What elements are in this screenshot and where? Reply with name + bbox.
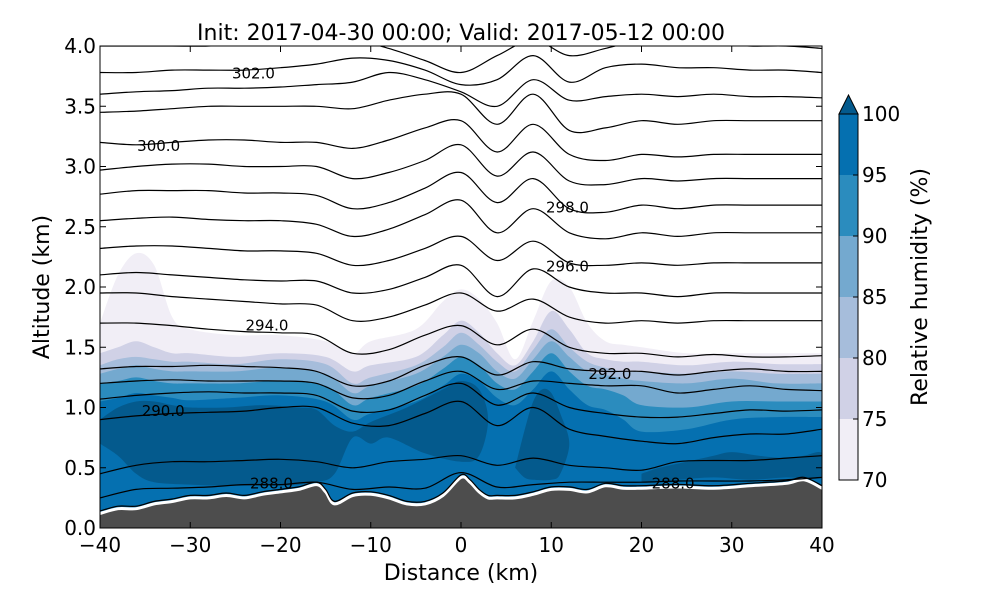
x-tick-label: −40	[79, 533, 121, 557]
isentrope-label: 294.0	[245, 317, 288, 335]
x-tick-label: 10	[539, 533, 564, 557]
colorbar-tick-label: 100	[862, 102, 900, 126]
x-tick-label: −30	[169, 533, 211, 557]
y-tick-label: 0.0	[64, 516, 96, 540]
isentrope-label: 288.0	[250, 474, 293, 492]
colorbar-bin-75	[839, 358, 858, 419]
isentrope-label: 302.0	[232, 65, 275, 83]
isentrope-295	[100, 292, 822, 324]
colorbar-tick-label: 80	[862, 346, 887, 370]
x-tick-label: 0	[455, 533, 468, 557]
terrain-outline	[100, 473, 822, 512]
isentrope-299	[100, 171, 822, 214]
y-tick-label: 2.0	[64, 275, 96, 299]
isentrope-303	[100, 46, 822, 74]
rh-core-3	[641, 452, 822, 483]
colorbar: 70 75 80 85 90 95 100	[838, 93, 900, 492]
x-axis-label: Distance (km)	[384, 561, 539, 586]
colorbar-tick-label: 70	[862, 468, 887, 492]
isentropes	[100, 46, 822, 499]
y-tick-label: 3.0	[64, 155, 96, 179]
terrain-edge	[100, 475, 822, 515]
isentrope-label: 288.0	[652, 474, 695, 492]
isentrope-300	[100, 119, 822, 162]
y-tick-label: 1.0	[64, 396, 96, 420]
x-tick-label: −20	[259, 533, 301, 557]
terrain	[100, 473, 822, 528]
colorbar-tick-label: 90	[862, 224, 887, 248]
isentrope-290	[100, 400, 822, 445]
y-axis: 0.0 0.5 1.0 1.5 2.0 2.5 3.0 3.5 4.0	[64, 34, 822, 540]
x-tick-label: 30	[719, 533, 744, 557]
rh-core-1	[100, 381, 489, 487]
isentrope-291	[100, 382, 822, 419]
colorbar-tick-label: 75	[862, 407, 887, 431]
isentrope-296	[100, 264, 822, 298]
colorbar-label: Relative humidity (%)	[908, 168, 933, 406]
y-axis-label: Altitude (km)	[30, 215, 55, 359]
isentrope-labels: 288.0 288.0 290.0 292.0 294.0 296.0 298.0 300.0…	[137, 65, 695, 493]
isentrope-293	[100, 356, 822, 387]
isentrope-289	[100, 454, 822, 475]
isentrope-299.5	[100, 143, 822, 186]
colorbar-tick-label: 85	[862, 285, 887, 309]
isentrope-label: 292.0	[588, 365, 631, 383]
isentrope-301	[100, 91, 822, 134]
colorbar-bin-70	[839, 419, 858, 480]
x-axis: −40 −30 −20 −10 0 10 20 30 40	[79, 46, 835, 557]
y-tick-label: 4.0	[64, 34, 96, 58]
colorbar-extend-arrow	[838, 93, 859, 115]
isentrope-label: 300.0	[137, 137, 180, 155]
isentrope-label: 290.0	[142, 402, 185, 420]
isentrope-302	[100, 54, 822, 86]
colorbar-bin-90	[839, 175, 858, 236]
y-tick-label: 3.5	[64, 94, 96, 118]
x-tick-label: −10	[350, 533, 392, 557]
isentrope-298	[100, 199, 822, 240]
y-tick-label: 0.5	[64, 456, 96, 480]
colorbar-tick-label: 95	[862, 163, 887, 187]
y-tick-label: 1.5	[64, 335, 96, 359]
chart-title: Init: 2017-04-30 00:00; Valid: 2017-05-1…	[197, 21, 725, 46]
colorbar-bin-95	[839, 114, 858, 175]
isentrope-294	[100, 322, 822, 358]
isentrope-label: 298.0	[546, 198, 589, 216]
isentrope-292	[100, 370, 822, 400]
y-tick-label: 2.5	[64, 215, 96, 239]
x-tick-label: 20	[629, 533, 654, 557]
x-tick-label: 40	[809, 533, 834, 557]
isentrope-288	[100, 471, 822, 499]
isentrope-301.5	[100, 71, 822, 108]
colorbar-bin-80	[839, 297, 858, 358]
colorbar-bin-85	[839, 236, 858, 297]
plot-area	[100, 46, 822, 528]
isentrope-297	[100, 235, 822, 267]
isentrope-label: 296.0	[546, 258, 589, 276]
rh-core-2	[515, 388, 570, 481]
